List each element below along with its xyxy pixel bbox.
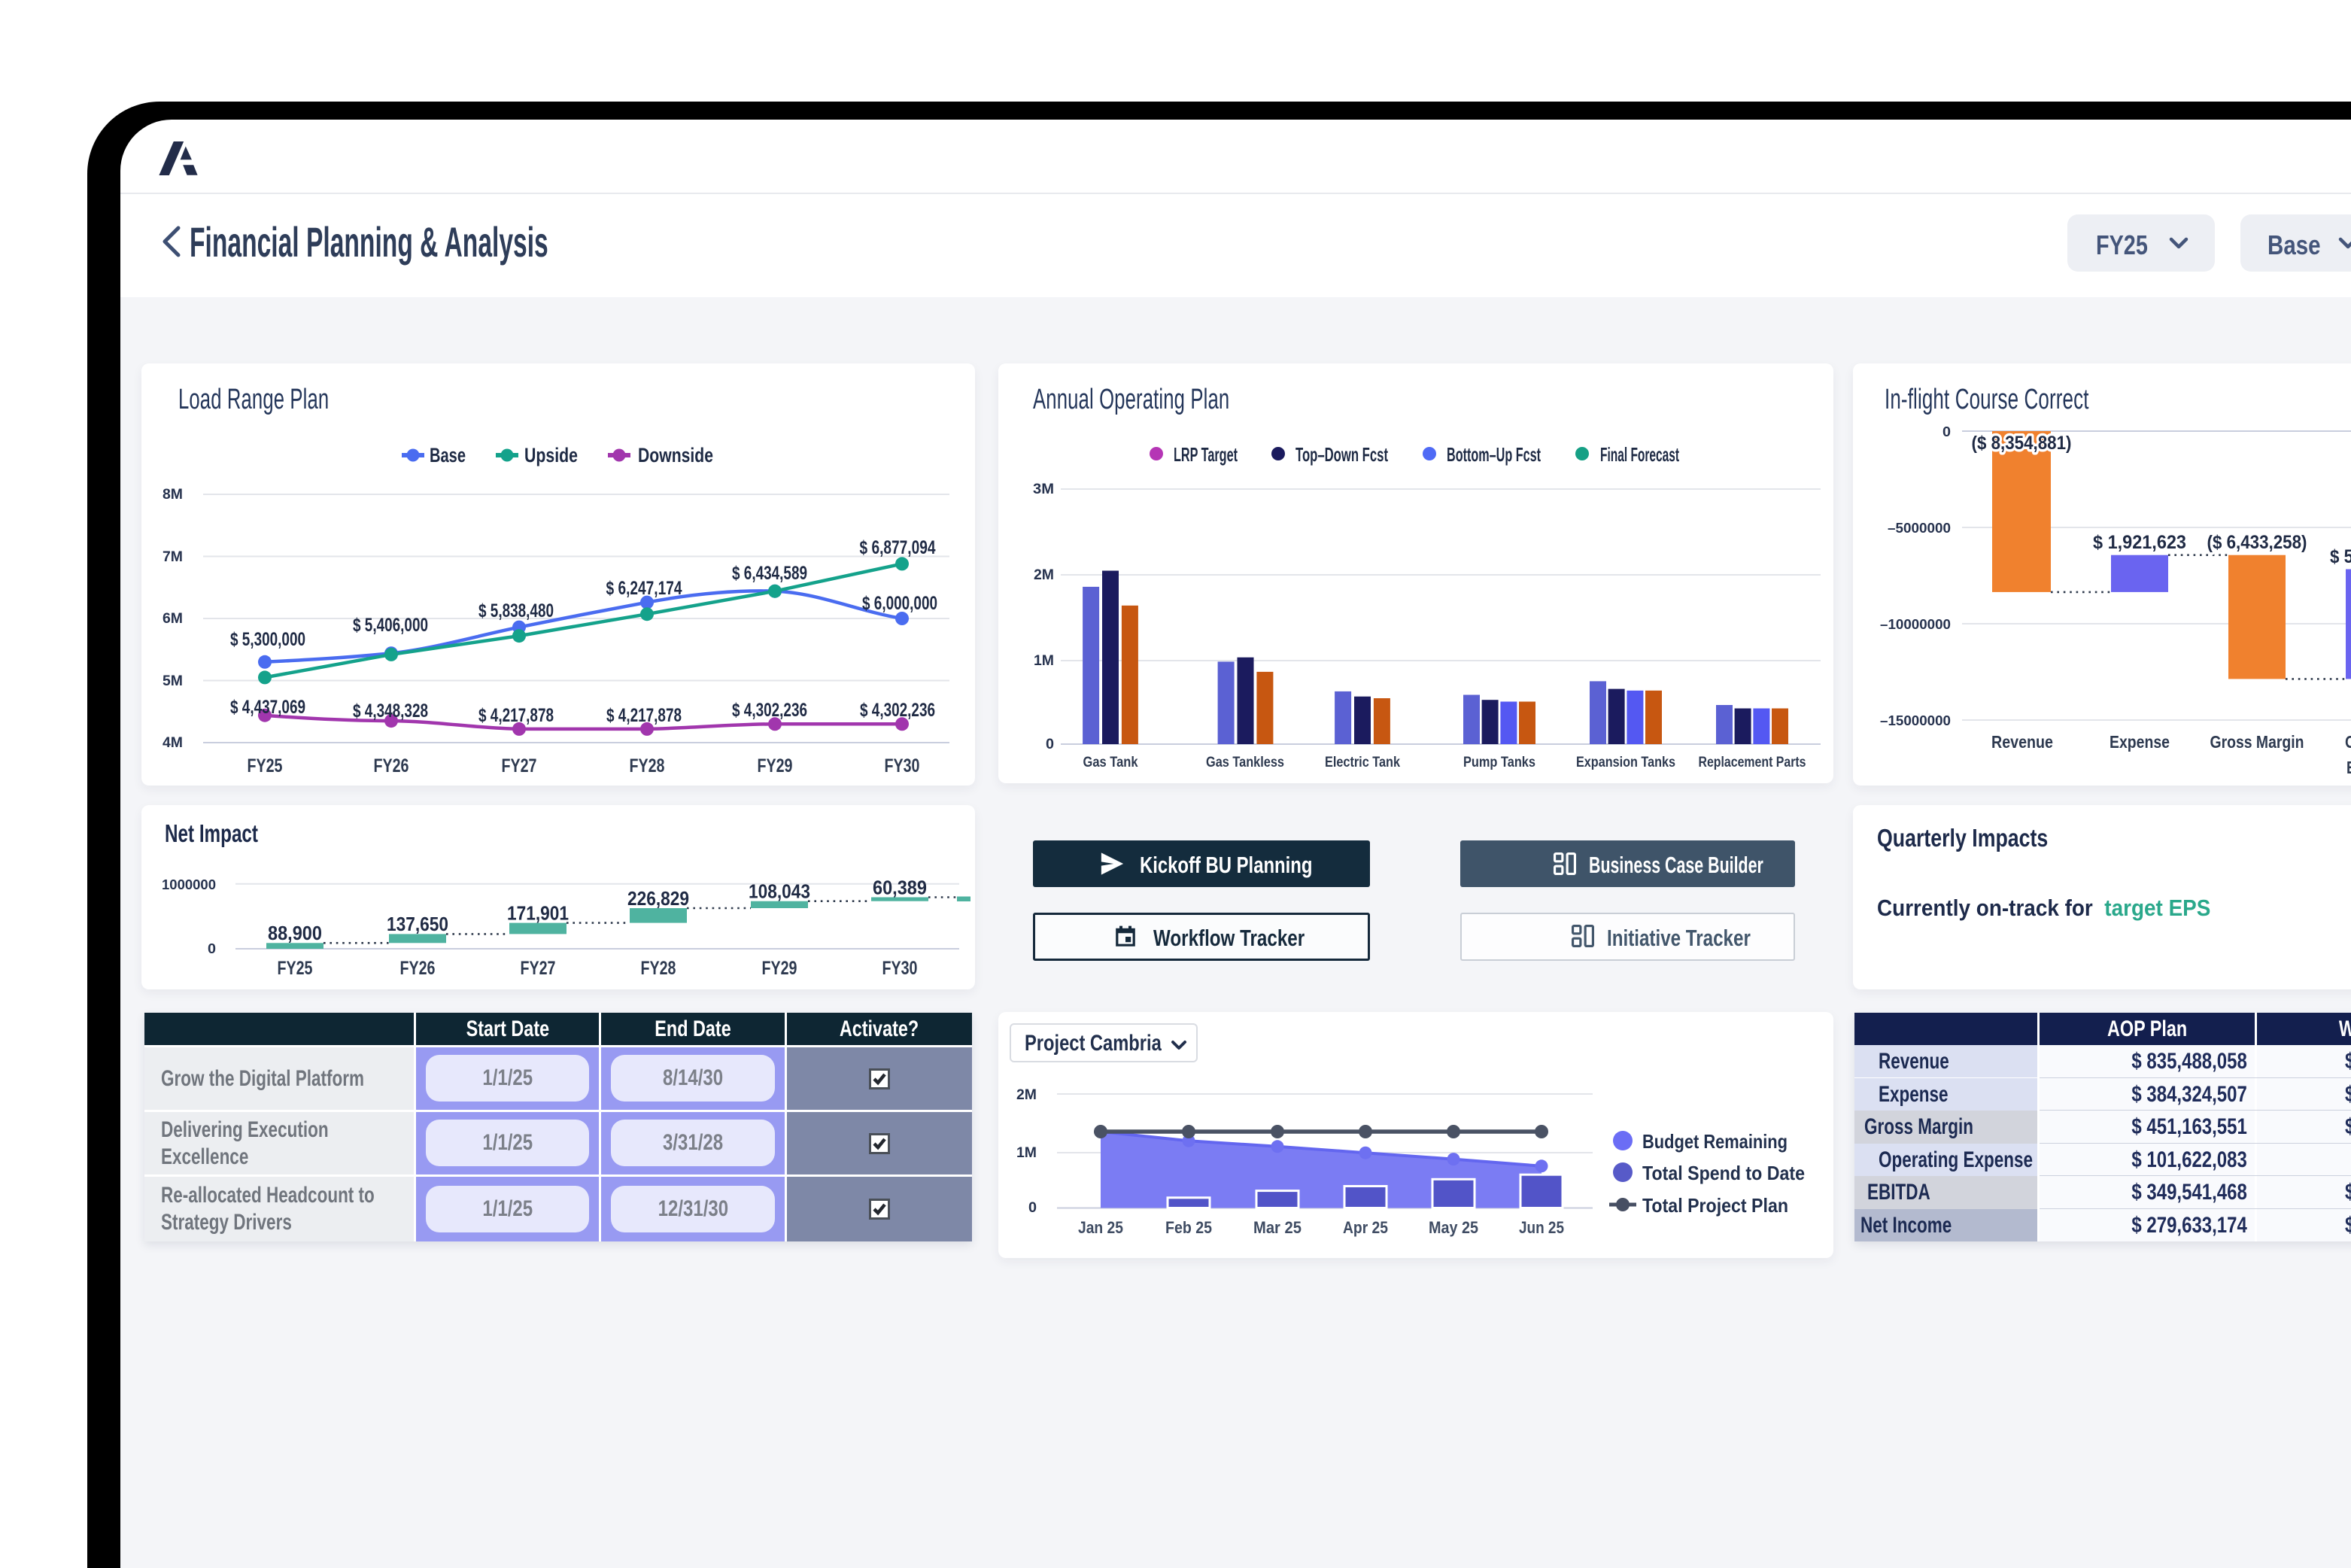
svg-text:Gross Margin: Gross Margin — [2210, 732, 2304, 752]
svg-text:$ 6,434,589: $ 6,434,589 — [732, 563, 807, 584]
svg-text:$ 4,348,328: $ 4,348,328 — [353, 700, 428, 722]
svg-text:0: 0 — [1028, 1200, 1037, 1216]
svg-text:Upside: Upside — [524, 444, 578, 466]
svg-text:$ 4,437,069: $ 4,437,069 — [230, 697, 305, 718]
svg-text:$ 4,302,236: $ 4,302,236 — [732, 700, 807, 721]
svg-text:Gas Tankless: Gas Tankless — [1206, 755, 1284, 770]
svg-text:$ 1,921,623: $ 1,921,623 — [2093, 532, 2186, 553]
svg-text:May 25: May 25 — [1429, 1218, 1478, 1237]
svg-text:226,829: 226,829 — [627, 887, 689, 910]
svg-text:FY27: FY27 — [502, 755, 537, 776]
svg-text:7M: 7M — [163, 549, 183, 565]
svg-text:FY25: FY25 — [248, 755, 283, 776]
svg-text:–15000000: –15000000 — [1880, 713, 1951, 728]
svg-text:3M: 3M — [1033, 482, 1054, 497]
svg-text:0: 0 — [1046, 737, 1054, 752]
svg-text:88,900: 88,900 — [268, 922, 322, 944]
svg-text:Final Forecast: Final Forecast — [1600, 443, 1679, 466]
svg-text:$ 6,000,000: $ 6,000,000 — [862, 593, 937, 614]
svg-text:FY29: FY29 — [762, 958, 797, 979]
svg-text:4M: 4M — [163, 735, 183, 751]
svg-text:Expense: Expense — [2346, 758, 2351, 777]
svg-text:$ 4,217,878: $ 4,217,878 — [478, 705, 554, 726]
svg-text:Gas Tank: Gas Tank — [1083, 755, 1138, 770]
svg-text:Total Project Plan: Total Project Plan — [1642, 1194, 1788, 1217]
svg-text:($ 8,354,881): ($ 8,354,881) — [1972, 433, 2072, 454]
svg-text:$ 4,302,236: $ 4,302,236 — [860, 700, 935, 721]
svg-text:0: 0 — [208, 941, 216, 956]
svg-text:FY29: FY29 — [758, 755, 793, 776]
svg-text:Operating: Operating — [2345, 732, 2351, 752]
svg-text:LRP Target: LRP Target — [1174, 443, 1238, 466]
svg-text:Mar 25: Mar 25 — [1253, 1218, 1302, 1237]
svg-text:60,389: 60,389 — [873, 877, 927, 899]
svg-text:–5000000: –5000000 — [1888, 521, 1951, 536]
svg-text:FY30: FY30 — [882, 958, 918, 979]
svg-text:Electric Tank: Electric Tank — [1325, 755, 1400, 770]
svg-text:Downside: Downside — [638, 444, 713, 466]
svg-text:0: 0 — [1942, 424, 1951, 439]
svg-text:FY30: FY30 — [885, 755, 920, 776]
svg-text:1000000: 1000000 — [162, 877, 216, 892]
svg-text:Jun 25: Jun 25 — [1519, 1218, 1564, 1237]
svg-text:$ 6,877,094: $ 6,877,094 — [860, 537, 936, 558]
svg-text:Replacement Parts: Replacement Parts — [1699, 755, 1806, 770]
svg-text:Base: Base — [430, 444, 466, 466]
svg-text:Pump Tanks: Pump Tanks — [1463, 755, 1535, 770]
svg-text:FY25: FY25 — [278, 958, 313, 979]
svg-text:8M: 8M — [163, 487, 183, 503]
svg-text:$ 5,838,480: $ 5,838,480 — [478, 600, 554, 621]
svg-text:FY26: FY26 — [374, 755, 409, 776]
svg-text:6M: 6M — [163, 611, 183, 627]
svg-text:2M: 2M — [1034, 567, 1054, 583]
svg-text:Bottom–Up Fcst: Bottom–Up Fcst — [1447, 443, 1541, 466]
svg-text:Revenue: Revenue — [1991, 732, 2053, 752]
svg-text:FY28: FY28 — [641, 958, 676, 979]
svg-text:Expansion Tanks: Expansion Tanks — [1576, 755, 1675, 770]
svg-text:Expense: Expense — [2110, 732, 2170, 752]
svg-text:Jan 25: Jan 25 — [1078, 1218, 1123, 1237]
svg-text:$ 6,247,174: $ 6,247,174 — [606, 578, 682, 599]
svg-text:108,043: 108,043 — [749, 880, 810, 903]
svg-text:FY28: FY28 — [630, 755, 665, 776]
svg-text:Top–Down Fcst: Top–Down Fcst — [1295, 443, 1388, 466]
svg-text:171,901: 171,901 — [507, 902, 569, 925]
svg-text:2M: 2M — [1016, 1087, 1037, 1103]
svg-text:FY27: FY27 — [521, 958, 556, 979]
svg-text:137,650: 137,650 — [387, 913, 448, 935]
svg-text:1M: 1M — [1016, 1145, 1037, 1161]
svg-text:5M: 5M — [163, 673, 183, 689]
svg-text:Apr 25: Apr 25 — [1343, 1218, 1388, 1237]
svg-text:$ 5,406,000: $ 5,406,000 — [353, 615, 428, 636]
svg-text:$ 5,712,837: $ 5,712,837 — [2330, 546, 2351, 567]
svg-text:1M: 1M — [1034, 653, 1054, 669]
svg-text:FY26: FY26 — [400, 958, 436, 979]
svg-text:–10000000: –10000000 — [1880, 617, 1951, 632]
svg-text:$ 4,217,878: $ 4,217,878 — [606, 705, 682, 726]
svg-text:$ 5,300,000: $ 5,300,000 — [230, 629, 305, 650]
svg-text:Total Spend to Date: Total Spend to Date — [1642, 1162, 1805, 1184]
svg-text:($ 6,433,258): ($ 6,433,258) — [2207, 532, 2307, 553]
svg-text:Feb 25: Feb 25 — [1165, 1218, 1212, 1237]
svg-text:Budget Remaining: Budget Remaining — [1642, 1130, 1788, 1153]
